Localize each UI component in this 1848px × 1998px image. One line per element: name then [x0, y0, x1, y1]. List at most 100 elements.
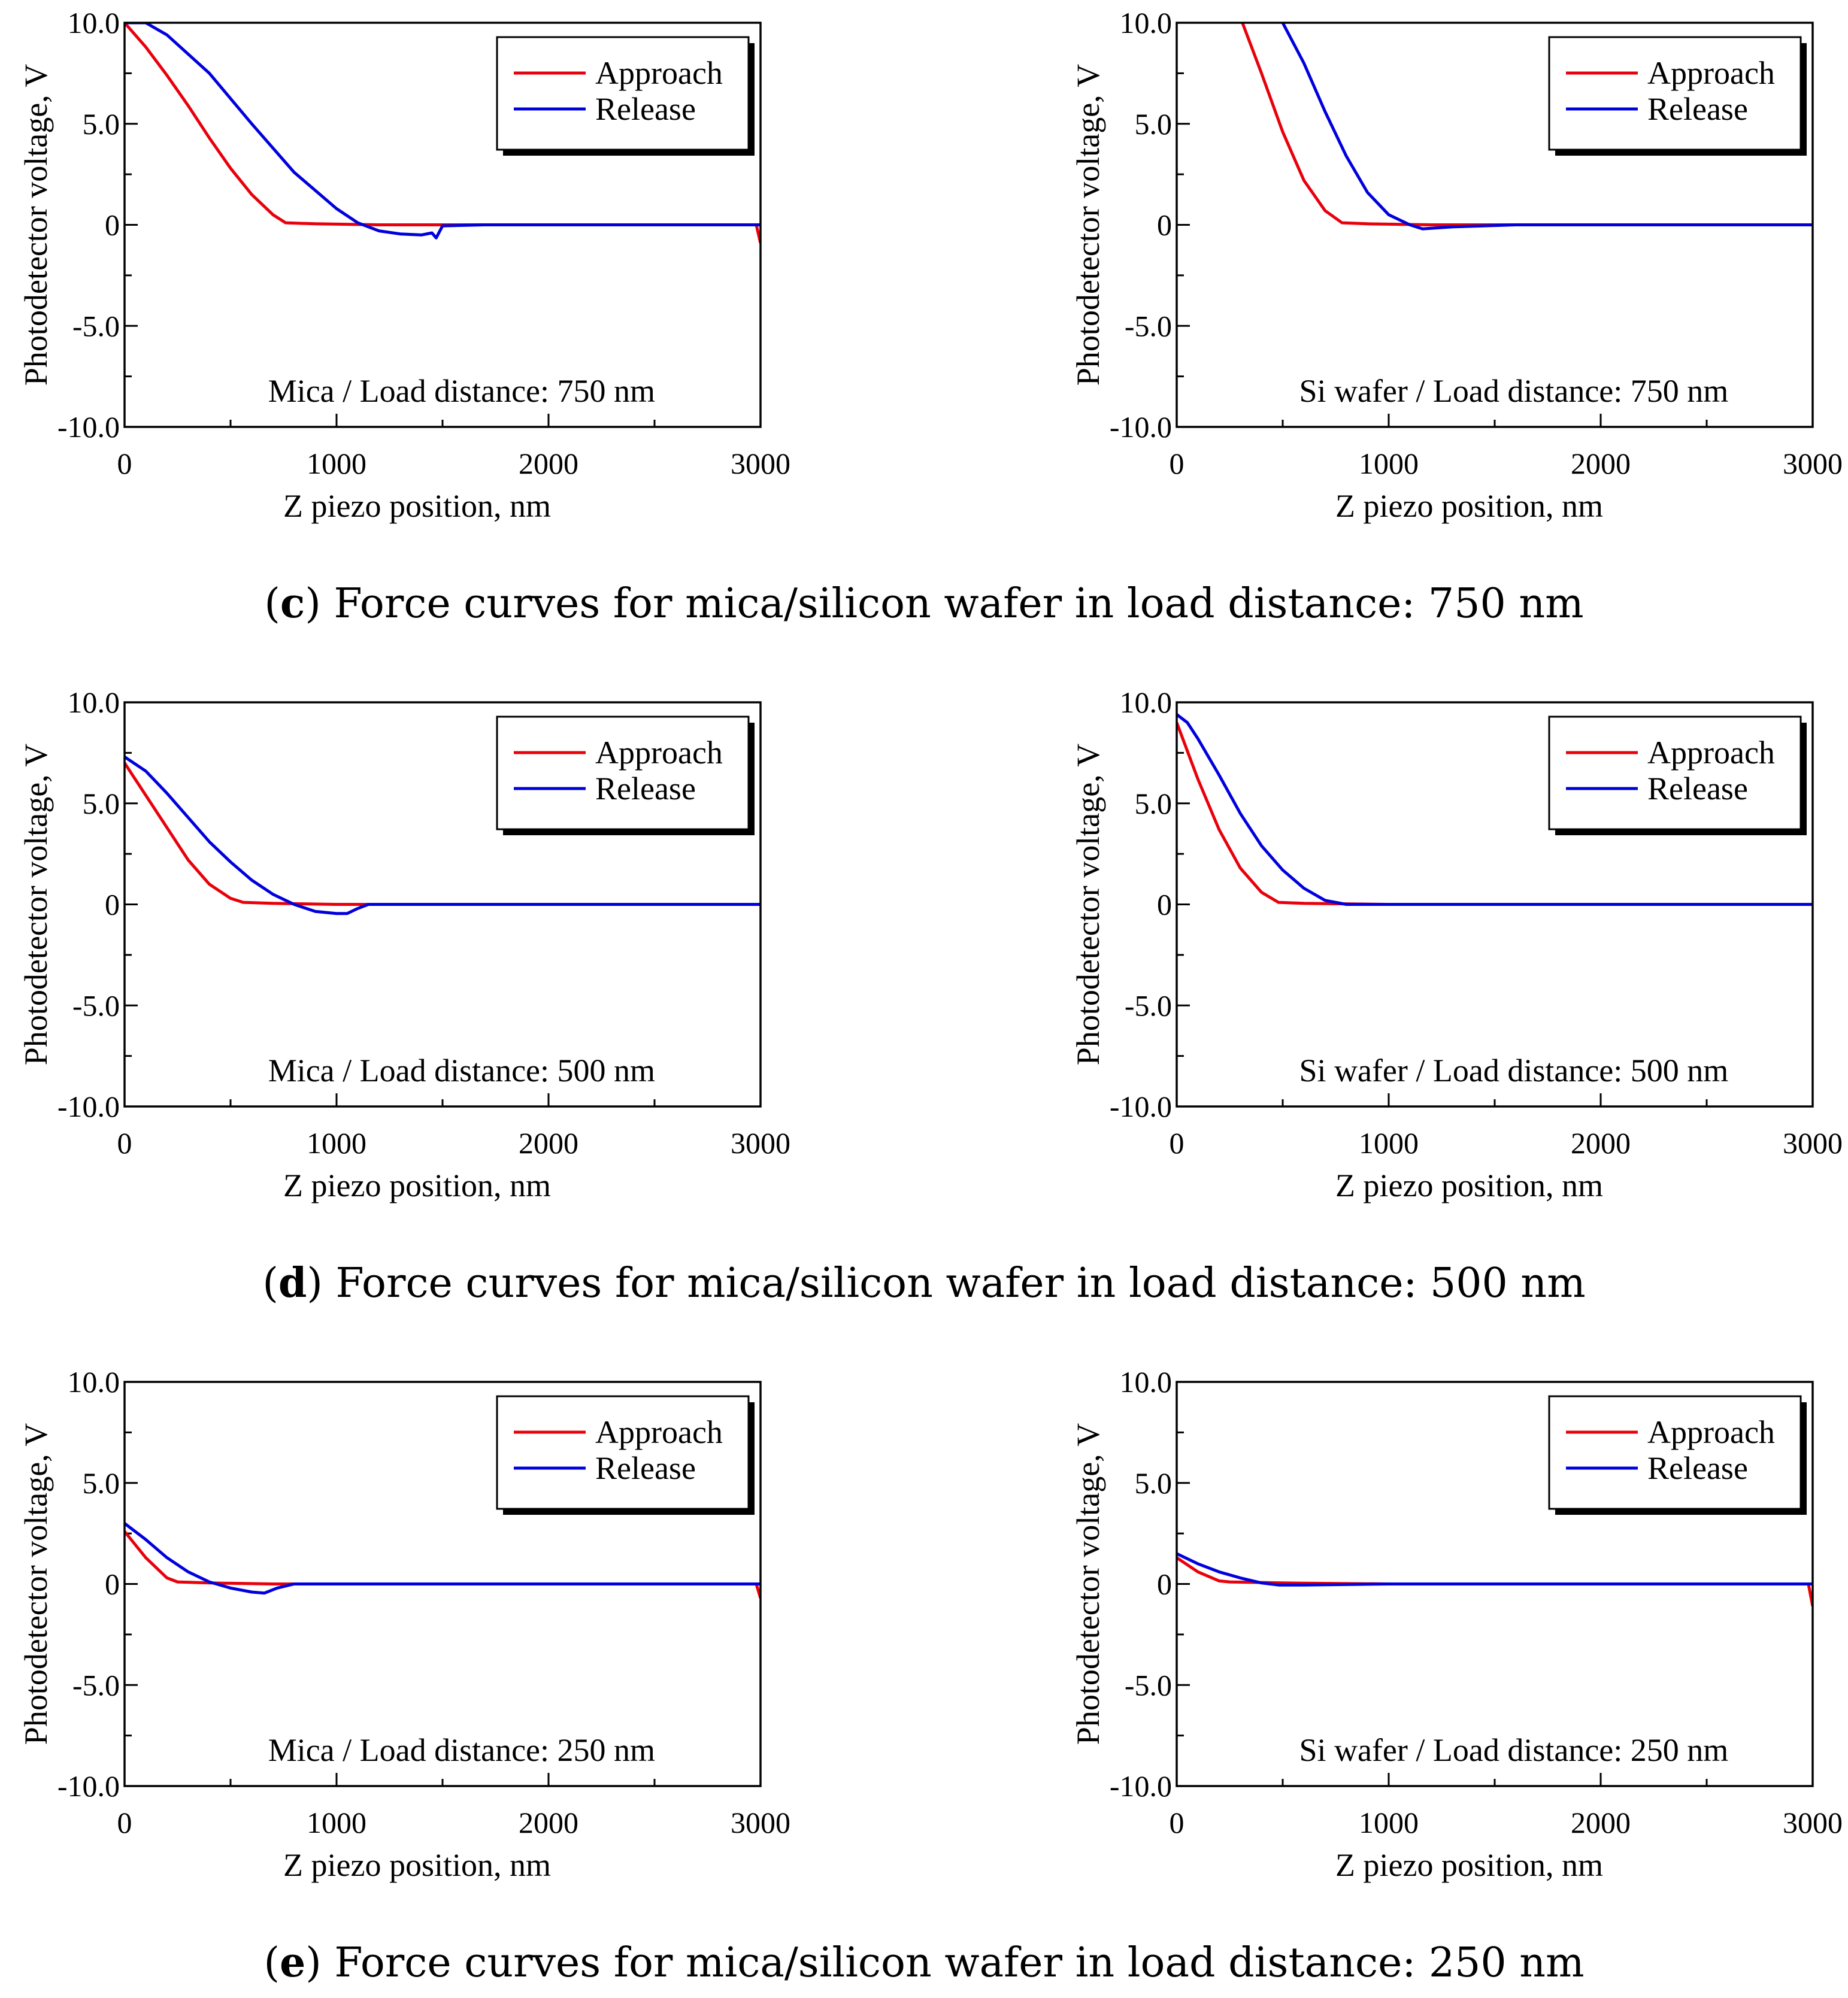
y-tick-label: -10.0: [1110, 410, 1172, 444]
legend-label-release: Release: [1647, 91, 1748, 127]
legend-label-release: Release: [1647, 1450, 1748, 1486]
y-tick-label: 0: [1157, 1568, 1172, 1601]
y-axis-label: Photodetector voltage, V: [18, 1423, 54, 1745]
x-tick-label: 1000: [307, 447, 366, 480]
y-axis-label: Photodetector voltage, V: [18, 64, 54, 386]
y-tick-label: -5.0: [72, 1668, 120, 1702]
y-tick-label: -5.0: [1125, 989, 1172, 1022]
x-tick-label: 1000: [1359, 447, 1419, 480]
x-tick-label: 0: [1170, 1126, 1184, 1160]
x-tick-label: 0: [1170, 1806, 1184, 1839]
series-release-line: [1281, 23, 1813, 231]
plot-frame: [123, 1381, 762, 1787]
legend-box: [496, 36, 750, 151]
y-tick-label: -10.0: [57, 1090, 120, 1123]
x-tick-label: 1000: [307, 1126, 366, 1160]
x-tick-label: 2000: [519, 1806, 578, 1839]
x-tick-label: 3000: [1783, 1126, 1843, 1160]
y-tick-label: -10.0: [57, 1769, 120, 1803]
legend-box: [1548, 36, 1802, 151]
y-tick-label: 10.0: [68, 686, 120, 719]
plot-frame: [1176, 22, 1814, 428]
series-release-line: [125, 1522, 761, 1595]
legend-label-approach: Approach: [1647, 735, 1775, 771]
legend-label-release: Release: [595, 91, 696, 127]
x-tick-label: 0: [117, 1126, 132, 1160]
legend-label-approach: Approach: [595, 1414, 723, 1450]
legend-box: [1548, 1395, 1802, 1510]
y-tick-label: 5.0: [1135, 787, 1173, 820]
y-axis-label: Photodetector voltage, V: [1070, 1423, 1106, 1745]
series-approach-line: [125, 1530, 761, 1599]
y-axis-label: Photodetector voltage, V: [18, 744, 54, 1065]
x-tick-label: 3000: [1783, 447, 1843, 480]
annotation-label: Si wafer / Load distance: 250 nm: [1299, 1732, 1728, 1768]
series-approach-line: [1177, 1556, 1813, 1607]
x-tick-label: 2000: [519, 447, 578, 480]
x-axis-label: Z piezo position, nm: [283, 1847, 551, 1883]
y-tick-label: 0: [105, 888, 120, 921]
plot-frame: [1176, 1381, 1814, 1787]
y-tick-label: -5.0: [72, 989, 120, 1022]
y-tick-label: -10.0: [1110, 1769, 1172, 1803]
x-tick-label: 2000: [1571, 1806, 1631, 1839]
annotation-label: Mica / Load distance: 250 nm: [268, 1732, 655, 1768]
annotation-label: Si wafer / Load distance: 750 nm: [1299, 373, 1728, 409]
y-tick-label: 5.0: [83, 787, 120, 820]
annotation-label: Si wafer / Load distance: 500 nm: [1299, 1053, 1728, 1089]
x-axis-label: Z piezo position, nm: [1335, 1168, 1603, 1203]
plot-frame: [123, 701, 762, 1108]
x-tick-label: 3000: [1783, 1806, 1843, 1839]
y-tick-label: 10.0: [68, 6, 120, 40]
legend-label-release: Release: [595, 771, 696, 807]
series-release-line: [125, 23, 761, 239]
series-release-line: [1177, 1552, 1813, 1587]
y-tick-label: 10.0: [68, 1365, 120, 1399]
x-tick-label: 2000: [519, 1126, 578, 1160]
x-tick-label: 0: [117, 447, 132, 480]
caption-c: (c) Force curves for mica/silicon wafer …: [264, 580, 1584, 627]
x-axis-label: Z piezo position, nm: [283, 488, 551, 524]
y-tick-label: -5.0: [1125, 309, 1172, 342]
y-tick-label: 5.0: [1135, 1466, 1173, 1500]
series-release-line: [125, 756, 761, 915]
plot-frame: [123, 22, 762, 428]
x-tick-label: 1000: [307, 1806, 366, 1839]
legend-label-approach: Approach: [1647, 1414, 1775, 1450]
y-tick-label: 0: [105, 208, 120, 242]
y-tick-label: -5.0: [1125, 1668, 1172, 1702]
y-tick-label: 10.0: [1120, 1365, 1173, 1399]
y-tick-label: 5.0: [83, 1466, 120, 1500]
plot-frame: [1176, 701, 1814, 1108]
annotation-label: Mica / Load distance: 750 nm: [268, 373, 655, 409]
y-tick-label: -10.0: [57, 410, 120, 444]
caption-d: (d) Force curves for mica/silicon wafer …: [262, 1259, 1586, 1307]
x-tick-label: 0: [117, 1806, 132, 1839]
legend-label-release: Release: [595, 1450, 696, 1486]
y-tick-label: 0: [1157, 888, 1172, 921]
y-axis-label: Photodetector voltage, V: [1070, 744, 1106, 1065]
x-tick-label: 1000: [1359, 1126, 1419, 1160]
legend-box: [1548, 715, 1802, 830]
legend-label-release: Release: [1647, 771, 1748, 807]
annotation-label: Mica / Load distance: 500 nm: [268, 1053, 655, 1089]
x-axis-label: Z piezo position, nm: [1335, 488, 1603, 524]
y-tick-label: 10.0: [1120, 686, 1173, 719]
x-axis-label: Z piezo position, nm: [1335, 1847, 1603, 1883]
y-tick-label: 5.0: [83, 107, 120, 141]
y-tick-label: -10.0: [1110, 1090, 1172, 1123]
y-tick-label: 5.0: [1135, 107, 1173, 141]
caption-e: (e) Force curves for mica/silicon wafer …: [263, 1939, 1585, 1987]
y-tick-label: -5.0: [72, 309, 120, 342]
legend-label-approach: Approach: [595, 735, 723, 771]
y-tick-label: 10.0: [1120, 6, 1173, 40]
y-tick-label: 0: [105, 1568, 120, 1601]
x-tick-label: 3000: [731, 1126, 790, 1160]
x-tick-label: 1000: [1359, 1806, 1419, 1839]
legend-label-approach: Approach: [1647, 55, 1775, 91]
legend-box: [496, 1395, 750, 1510]
